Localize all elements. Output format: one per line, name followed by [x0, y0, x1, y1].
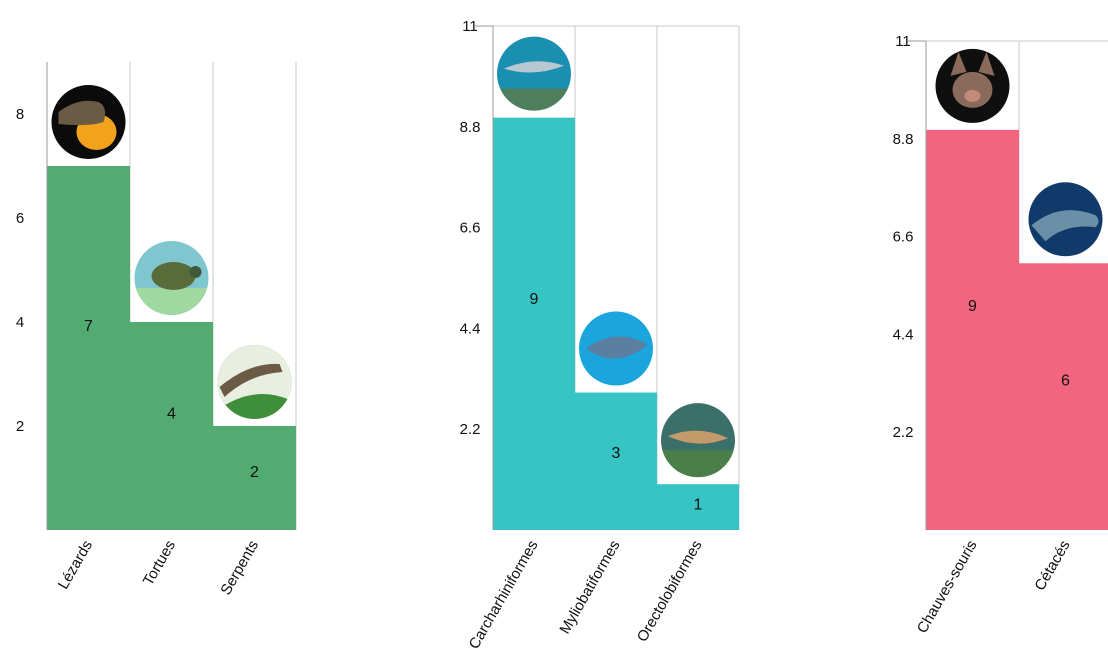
- x-tick-label: Chauves-souris: [914, 538, 981, 637]
- chart-panel-1: 2 4 6 8 7 4 2 Lézards Tortues Serpents: [16, 62, 297, 599]
- y-tick-label: 4.4: [893, 326, 914, 343]
- x-tick-label: Cétacés: [1031, 538, 1073, 594]
- x-tick-label: Tortues: [140, 538, 179, 589]
- y-tick-label: 2: [16, 418, 24, 435]
- lizard-photo: [51, 85, 126, 159]
- turtle-photo: [134, 241, 209, 315]
- y-tick-label: 11: [462, 18, 478, 35]
- value-label: 7: [84, 318, 93, 335]
- y-tick-label: 6.6: [460, 220, 481, 237]
- value-label: 1: [694, 496, 703, 513]
- bar-3: [213, 426, 296, 530]
- y-tick-label: 2.2: [893, 424, 914, 441]
- y-tick-label: 4.4: [460, 320, 481, 337]
- bar-2: [575, 392, 657, 530]
- shark-photo: [497, 36, 571, 111]
- value-label: 2: [250, 464, 259, 481]
- stingray-photo: [579, 311, 653, 386]
- x-tick-label: Myliobatiformes: [556, 538, 623, 637]
- y-tick-label: 8: [16, 106, 24, 123]
- bar-2: [1019, 263, 1108, 530]
- y-tick-label: 6.6: [893, 229, 914, 246]
- value-label: 3: [612, 445, 621, 462]
- x-tick-label: Lézards: [55, 538, 96, 593]
- value-label: 9: [530, 291, 539, 308]
- y-tick-label: 6: [16, 210, 24, 227]
- chart-panel-3: 2.2 4.4 6.6 8.8 11 9 6 Chauves-souris Cétacés: [893, 33, 1108, 636]
- value-label: 9: [968, 298, 977, 315]
- value-label: 4: [167, 406, 176, 423]
- y-tick-label: 4: [16, 314, 24, 331]
- y-tick-label: 2.2: [460, 421, 481, 438]
- snake-photo: [217, 345, 292, 419]
- bar-1: [926, 129, 1019, 530]
- x-tick-label: Serpents: [217, 538, 262, 599]
- dolphin-photo: [1028, 182, 1103, 257]
- y-tick-label: 11: [895, 33, 911, 50]
- bar-1: [493, 117, 575, 531]
- bat-photo: [935, 48, 1010, 123]
- y-tick-label: 8.8: [460, 119, 481, 136]
- x-tick-label: Carcharhiniformes: [466, 538, 542, 653]
- y-tick-label: 8.8: [893, 131, 914, 148]
- wobbegong-photo: [661, 403, 735, 478]
- bar-1: [47, 166, 130, 530]
- chart-panel-2: 2.2 4.4 6.6 8.8 11 9 3 1 Carcharhiniformes Myliob…: [460, 18, 740, 653]
- bar-3: [657, 484, 739, 530]
- value-label: 6: [1061, 373, 1070, 390]
- bar-2: [130, 322, 213, 530]
- x-tick-label: Orectolobiformes: [634, 538, 706, 645]
